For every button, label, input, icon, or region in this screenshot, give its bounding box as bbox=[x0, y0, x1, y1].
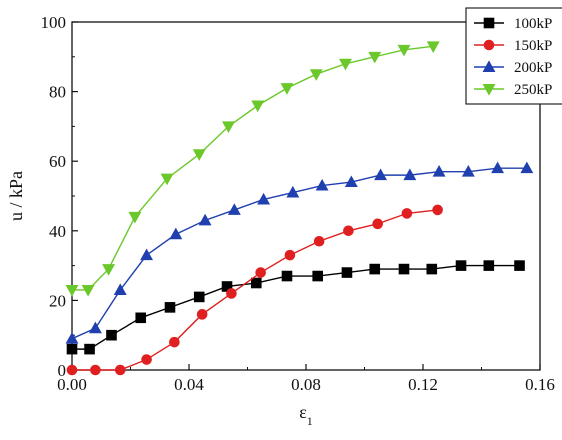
data-point-150kP-12 bbox=[401, 208, 413, 219]
data-point-150kP-11 bbox=[372, 218, 383, 230]
data-point-100kP-2 bbox=[106, 329, 117, 341]
data-point-100kP-7 bbox=[250, 277, 262, 289]
data-point-200kP-5 bbox=[198, 213, 212, 226]
series-group bbox=[65, 41, 534, 376]
data-point-200kP-9 bbox=[315, 178, 329, 191]
x-axis-title-symbol: ε bbox=[299, 402, 307, 422]
data-point-150kP-0 bbox=[66, 364, 78, 376]
data-point-150kP-6 bbox=[226, 288, 237, 299]
y-axis-title: u / kPa bbox=[6, 171, 26, 221]
data-point-150kP-3 bbox=[141, 354, 152, 365]
data-point-100kP-16 bbox=[514, 260, 525, 271]
data-point-150kP-8 bbox=[284, 249, 296, 261]
data-point-200kP-7 bbox=[257, 192, 271, 205]
data-point-100kP-8 bbox=[281, 270, 293, 282]
series-150kP bbox=[66, 204, 443, 376]
data-point-200kP-12 bbox=[403, 168, 417, 181]
y-tick-label-3: 60 bbox=[49, 152, 66, 171]
data-point-250kP-9 bbox=[309, 69, 323, 81]
legend-marker-200kP bbox=[482, 60, 496, 72]
legend-label-150kP: 150kP bbox=[514, 38, 552, 54]
data-point-200kP-14 bbox=[461, 165, 475, 177]
x-tick-label-4: 0.16 bbox=[525, 375, 555, 394]
data-point-250kP-5 bbox=[192, 149, 206, 161]
data-point-200kP-11 bbox=[374, 168, 388, 181]
data-point-250kP-1 bbox=[81, 284, 95, 297]
legend-marker-250kP bbox=[482, 84, 496, 96]
data-point-100kP-15 bbox=[483, 260, 495, 271]
y-tick-label-0: 0 bbox=[58, 361, 67, 380]
data-point-150kP-13 bbox=[432, 204, 443, 216]
data-point-250kP-13 bbox=[426, 41, 440, 53]
data-point-100kP-14 bbox=[455, 260, 467, 271]
data-point-200kP-0 bbox=[65, 332, 79, 344]
data-point-150kP-4 bbox=[169, 336, 180, 348]
series-line-250kP bbox=[72, 45, 434, 291]
data-point-150kP-2 bbox=[114, 364, 126, 376]
data-point-150kP-10 bbox=[343, 225, 354, 237]
series-line-100kP bbox=[72, 264, 520, 350]
legend-label-250kP: 250kP bbox=[514, 82, 552, 98]
series-200kP bbox=[65, 161, 534, 344]
data-point-250kP-2 bbox=[102, 264, 116, 276]
legend-box bbox=[465, 7, 562, 105]
series-100kP bbox=[66, 260, 525, 355]
data-point-100kP-11 bbox=[369, 263, 381, 275]
data-point-250kP-11 bbox=[368, 51, 382, 64]
data-point-200kP-16 bbox=[520, 161, 534, 174]
x-axis-title-subscript: 1 bbox=[307, 414, 313, 428]
data-point-200kP-4 bbox=[169, 227, 183, 240]
y-tick-label-5: 100 bbox=[41, 13, 67, 32]
data-point-250kP-10 bbox=[339, 58, 352, 71]
data-point-100kP-1 bbox=[84, 343, 95, 355]
data-point-100kP-4 bbox=[164, 302, 176, 313]
data-point-250kP-0 bbox=[65, 284, 79, 297]
data-point-200kP-8 bbox=[286, 185, 300, 198]
data-point-100kP-3 bbox=[135, 312, 147, 324]
data-point-200kP-13 bbox=[432, 165, 446, 177]
legend-marker-150kP bbox=[483, 39, 495, 51]
data-point-100kP-9 bbox=[312, 270, 323, 282]
axes: 0.00 0.04 0.08 0.12 0.16 0 20 40 60 80 100 bbox=[41, 13, 555, 394]
legend: 100kP 150kP 200kP 250kP bbox=[465, 7, 562, 105]
data-point-100kP-0 bbox=[66, 343, 78, 355]
data-point-150kP-7 bbox=[255, 267, 266, 278]
y-tick-label-1: 20 bbox=[49, 291, 66, 310]
legend-label-200kP: 200kP bbox=[514, 60, 552, 76]
y-tick-label-4: 80 bbox=[49, 83, 66, 102]
data-point-250kP-7 bbox=[251, 100, 265, 113]
legend-label-100kP: 100kP bbox=[514, 16, 552, 32]
data-point-200kP-3 bbox=[140, 248, 154, 261]
data-point-200kP-6 bbox=[227, 203, 241, 215]
series-250kP bbox=[65, 41, 440, 297]
y-tick-label-2: 40 bbox=[49, 222, 66, 241]
data-point-200kP-15 bbox=[491, 161, 505, 174]
x-tick-label-2: 0.08 bbox=[291, 375, 321, 394]
data-point-100kP-13 bbox=[426, 263, 438, 275]
x-tick-label-3: 0.12 bbox=[408, 375, 438, 394]
data-point-100kP-10 bbox=[341, 267, 353, 278]
data-point-200kP-2 bbox=[113, 283, 127, 295]
data-point-100kP-5 bbox=[193, 291, 205, 303]
x-tick-label-1: 0.04 bbox=[174, 375, 204, 394]
data-point-150kP-1 bbox=[90, 364, 101, 376]
data-point-250kP-12 bbox=[397, 44, 411, 57]
data-point-150kP-9 bbox=[313, 235, 325, 247]
data-point-100kP-12 bbox=[398, 263, 410, 275]
legend-marker-100kP bbox=[483, 17, 495, 29]
data-point-250kP-3 bbox=[128, 211, 142, 224]
data-point-250kP-4 bbox=[160, 173, 174, 186]
data-point-150kP-5 bbox=[196, 309, 208, 320]
data-point-200kP-1 bbox=[88, 321, 102, 334]
x-tick-label-0: 0.00 bbox=[57, 375, 87, 394]
data-point-200kP-10 bbox=[344, 175, 358, 188]
data-point-250kP-6 bbox=[222, 121, 235, 134]
data-point-250kP-8 bbox=[280, 83, 294, 95]
x-axis-title: ε1 bbox=[299, 402, 313, 428]
